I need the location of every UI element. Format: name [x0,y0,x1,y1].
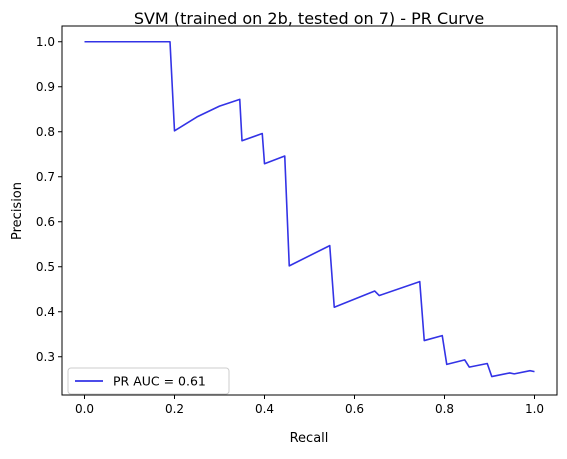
y-axis-label: Precision [10,182,25,240]
y-tick-label: 0.3 [36,350,55,364]
y-tick-label: 0.9 [36,80,55,94]
y-tick-label: 0.6 [36,215,55,229]
x-tick-label: 1.0 [525,402,544,416]
x-tick-label: 0.8 [435,402,454,416]
chart-title: SVM (trained on 2b, tested on 7) - PR Cu… [134,9,484,28]
x-axis-label: Recall [290,431,329,446]
y-tick-label: 0.8 [36,125,55,139]
x-tick-label: 0.6 [345,402,364,416]
x-tick-label: 0.0 [75,402,94,416]
y-tick-label: 1.0 [36,35,55,49]
legend: PR AUC = 0.61 [67,367,230,395]
plot-area-frame [61,25,558,396]
y-tick-label: 0.7 [36,170,55,184]
y-tick-label: 0.4 [36,305,55,319]
legend-box [67,367,230,395]
x-tick-label: 0.4 [255,402,274,416]
pr-curve-series-line [84,40,535,378]
x-tick-label: 0.2 [165,402,184,416]
y-tick-label: 0.5 [36,260,55,274]
legend-label: PR AUC = 0.61 [113,374,206,389]
